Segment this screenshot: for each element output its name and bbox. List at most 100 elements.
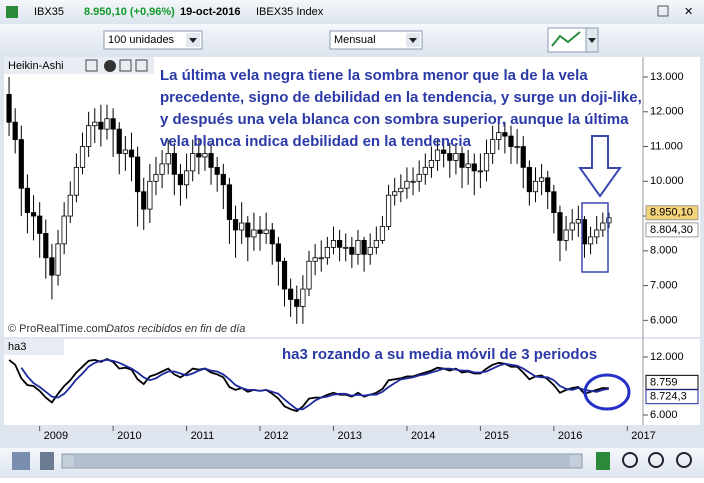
panel-title: Heikin-Ashi — [8, 60, 64, 72]
tool-btn[interactable] — [12, 452, 30, 470]
candle-body — [312, 257, 318, 262]
close[interactable]: ✕ — [684, 6, 693, 18]
copyright: © ProRealTime.com — [8, 323, 107, 335]
candle-body — [428, 160, 435, 168]
candle-body — [459, 153, 465, 168]
price-panel — [4, 57, 644, 337]
candle-body — [514, 146, 520, 148]
period-select[interactable] — [329, 30, 423, 50]
candle-body — [545, 177, 551, 193]
candle-body — [600, 222, 606, 231]
candle-body — [324, 246, 330, 259]
candle-body — [196, 153, 202, 158]
candle-body — [434, 149, 441, 161]
annotation: precedente, signo de debilidad en la ten… — [160, 89, 642, 106]
candle-body — [502, 132, 508, 137]
candle-body — [373, 239, 379, 248]
candle-body — [581, 219, 588, 245]
candle-body — [441, 149, 447, 154]
price-flag — [645, 222, 699, 238]
zoom-in-btn[interactable] — [676, 452, 692, 468]
window-buttons[interactable]: ✕ — [657, 5, 693, 18]
candle-body — [43, 233, 49, 259]
scroll-thumb[interactable] — [74, 455, 570, 467]
candle-body — [477, 170, 483, 173]
candle-body — [422, 166, 428, 175]
candle-body — [12, 121, 18, 140]
tool[interactable] — [119, 59, 132, 72]
tool[interactable] — [104, 60, 116, 72]
candle-body — [563, 229, 569, 241]
quantity-text: 100 unidades — [108, 34, 175, 46]
candle-body — [171, 153, 177, 175]
highlight-box — [581, 202, 609, 273]
panel-header — [4, 57, 154, 74]
y-tick-label: 6.000 — [650, 409, 678, 421]
candle-body — [520, 146, 526, 168]
indicator-line — [20, 358, 610, 411]
tool[interactable] — [85, 59, 98, 72]
candle-body — [281, 260, 288, 290]
candle-body — [153, 173, 159, 182]
candle-body — [416, 173, 422, 182]
x-tick-label: 2013 — [337, 430, 361, 442]
candle-body — [337, 239, 343, 248]
arrow — [578, 135, 622, 198]
x-tick-label: 2012 — [264, 430, 288, 442]
minimize[interactable] — [657, 5, 669, 17]
highlight-circle — [583, 373, 631, 411]
candle-body — [594, 229, 600, 238]
candle-body — [55, 243, 61, 276]
candle-body — [385, 194, 392, 227]
candle-body — [183, 170, 190, 186]
y-tick-label: 13.000 — [650, 71, 684, 83]
candle-body — [453, 153, 459, 161]
candle-body — [128, 149, 135, 158]
candle-body — [496, 132, 502, 140]
date: 19-oct-2016 — [180, 6, 241, 18]
value-flag-label: 8.724,3 — [650, 391, 687, 403]
x-tick-label: 2016 — [558, 430, 582, 442]
price-flag — [645, 205, 699, 221]
candle-body — [239, 222, 245, 231]
note: Datos recibidos en fin de día — [106, 323, 245, 335]
tool-btn[interactable] — [596, 452, 610, 470]
candle-body — [251, 229, 257, 238]
plot-layer: 6.0007.0008.0009.00010.00011.00012.00013… — [6, 71, 699, 442]
candle-body — [447, 153, 453, 161]
tool-btn[interactable] — [40, 452, 54, 470]
candle-body — [318, 257, 324, 260]
annotation: vela blanca indica debilidad en la tende… — [160, 133, 472, 150]
candle-body — [483, 153, 490, 172]
candle-body — [104, 118, 110, 130]
candle-body — [275, 243, 281, 262]
candle-body — [208, 153, 214, 168]
candle-body — [232, 219, 239, 231]
candle-body — [367, 246, 373, 255]
y-tick-label: 12.000 — [650, 106, 684, 118]
candle-body — [37, 215, 43, 234]
panel-tools[interactable] — [85, 59, 148, 72]
y-tick-label: 7.000 — [650, 279, 678, 291]
candle-body — [306, 260, 312, 290]
candle-body — [508, 135, 514, 147]
candle-body — [557, 212, 563, 241]
price-axis — [644, 57, 700, 337]
zoom-out-btn[interactable] — [648, 452, 664, 468]
panel-title: ha3 — [8, 341, 26, 353]
candle-body — [361, 239, 367, 255]
x-tick-label: 2014 — [411, 430, 435, 442]
candle-body — [294, 299, 300, 307]
candle-body — [122, 149, 128, 154]
x-tick-label: 2011 — [191, 430, 215, 442]
candle-body — [300, 288, 306, 307]
candle-body — [165, 153, 171, 165]
candle-body — [116, 128, 122, 154]
tool[interactable] — [135, 59, 148, 72]
chart-type-btn[interactable] — [547, 27, 587, 53]
zoom-btn[interactable] — [622, 452, 638, 468]
quantity-select[interactable] — [103, 30, 203, 50]
candle-body — [569, 222, 575, 231]
period-text: Mensual — [334, 34, 376, 46]
candle-body — [92, 121, 98, 127]
